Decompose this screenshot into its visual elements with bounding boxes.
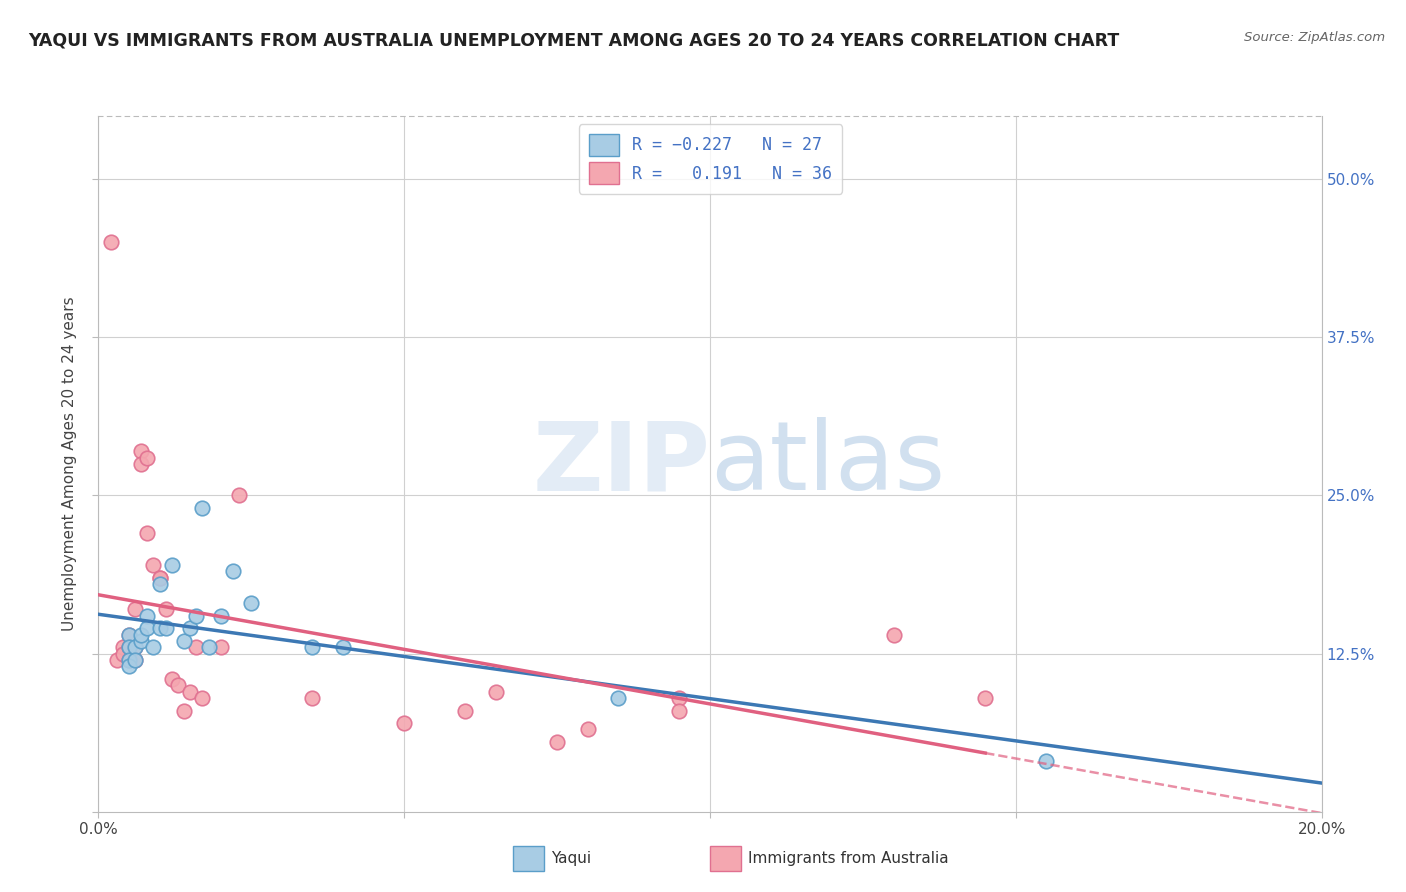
Text: ZIP: ZIP xyxy=(531,417,710,510)
Y-axis label: Unemployment Among Ages 20 to 24 years: Unemployment Among Ages 20 to 24 years xyxy=(62,296,77,632)
Point xyxy=(974,690,997,705)
Point xyxy=(160,672,183,686)
Point xyxy=(142,640,165,655)
Point xyxy=(191,690,214,705)
Point xyxy=(228,488,250,502)
Point xyxy=(136,526,159,541)
Point xyxy=(100,235,122,250)
Point xyxy=(454,704,477,718)
Point xyxy=(301,690,323,705)
Point xyxy=(124,602,146,616)
Point xyxy=(155,621,177,635)
Point xyxy=(118,653,141,667)
Point xyxy=(136,621,159,635)
Point xyxy=(118,659,141,673)
Point xyxy=(167,678,190,692)
Point xyxy=(129,457,152,471)
Point xyxy=(197,640,219,655)
Point xyxy=(118,653,141,667)
Point xyxy=(668,690,690,705)
Point xyxy=(105,653,128,667)
Point xyxy=(1035,754,1057,768)
Point xyxy=(129,627,152,641)
Point xyxy=(160,558,183,572)
Point xyxy=(118,627,141,641)
Point xyxy=(118,640,141,655)
Legend: R = −0.227   N = 27, R =   0.191   N = 36: R = −0.227 N = 27, R = 0.191 N = 36 xyxy=(579,124,842,194)
Point xyxy=(173,704,195,718)
Point xyxy=(485,684,508,698)
Point xyxy=(576,723,599,737)
Point xyxy=(124,640,146,655)
Point xyxy=(883,627,905,641)
Point xyxy=(155,602,177,616)
Point xyxy=(124,653,146,667)
Point xyxy=(124,640,146,655)
Point xyxy=(149,577,172,591)
Point xyxy=(124,653,146,667)
Point xyxy=(142,558,165,572)
Text: Yaqui: Yaqui xyxy=(551,852,592,866)
Point xyxy=(209,608,232,623)
Point xyxy=(186,608,208,623)
Point xyxy=(240,596,263,610)
Point xyxy=(179,684,201,698)
Point xyxy=(546,735,568,749)
Point xyxy=(118,640,141,655)
Point xyxy=(179,621,201,635)
Text: Source: ZipAtlas.com: Source: ZipAtlas.com xyxy=(1244,31,1385,45)
Point xyxy=(149,571,172,585)
Point xyxy=(301,640,323,655)
Point xyxy=(186,640,208,655)
Point xyxy=(136,608,159,623)
Point xyxy=(149,571,172,585)
Point xyxy=(129,444,152,458)
Point xyxy=(173,634,195,648)
Point xyxy=(222,565,245,579)
Point xyxy=(111,647,134,661)
Point xyxy=(118,627,141,641)
Text: YAQUI VS IMMIGRANTS FROM AUSTRALIA UNEMPLOYMENT AMONG AGES 20 TO 24 YEARS CORREL: YAQUI VS IMMIGRANTS FROM AUSTRALIA UNEMP… xyxy=(28,31,1119,49)
Point xyxy=(191,501,214,516)
Text: atlas: atlas xyxy=(710,417,945,510)
Point xyxy=(209,640,232,655)
Point xyxy=(111,640,134,655)
Point xyxy=(607,690,630,705)
Point xyxy=(149,621,172,635)
Point xyxy=(668,704,690,718)
Point xyxy=(392,716,416,731)
Point xyxy=(129,634,152,648)
Text: Immigrants from Australia: Immigrants from Australia xyxy=(748,852,949,866)
Point xyxy=(136,450,159,465)
Point xyxy=(332,640,354,655)
